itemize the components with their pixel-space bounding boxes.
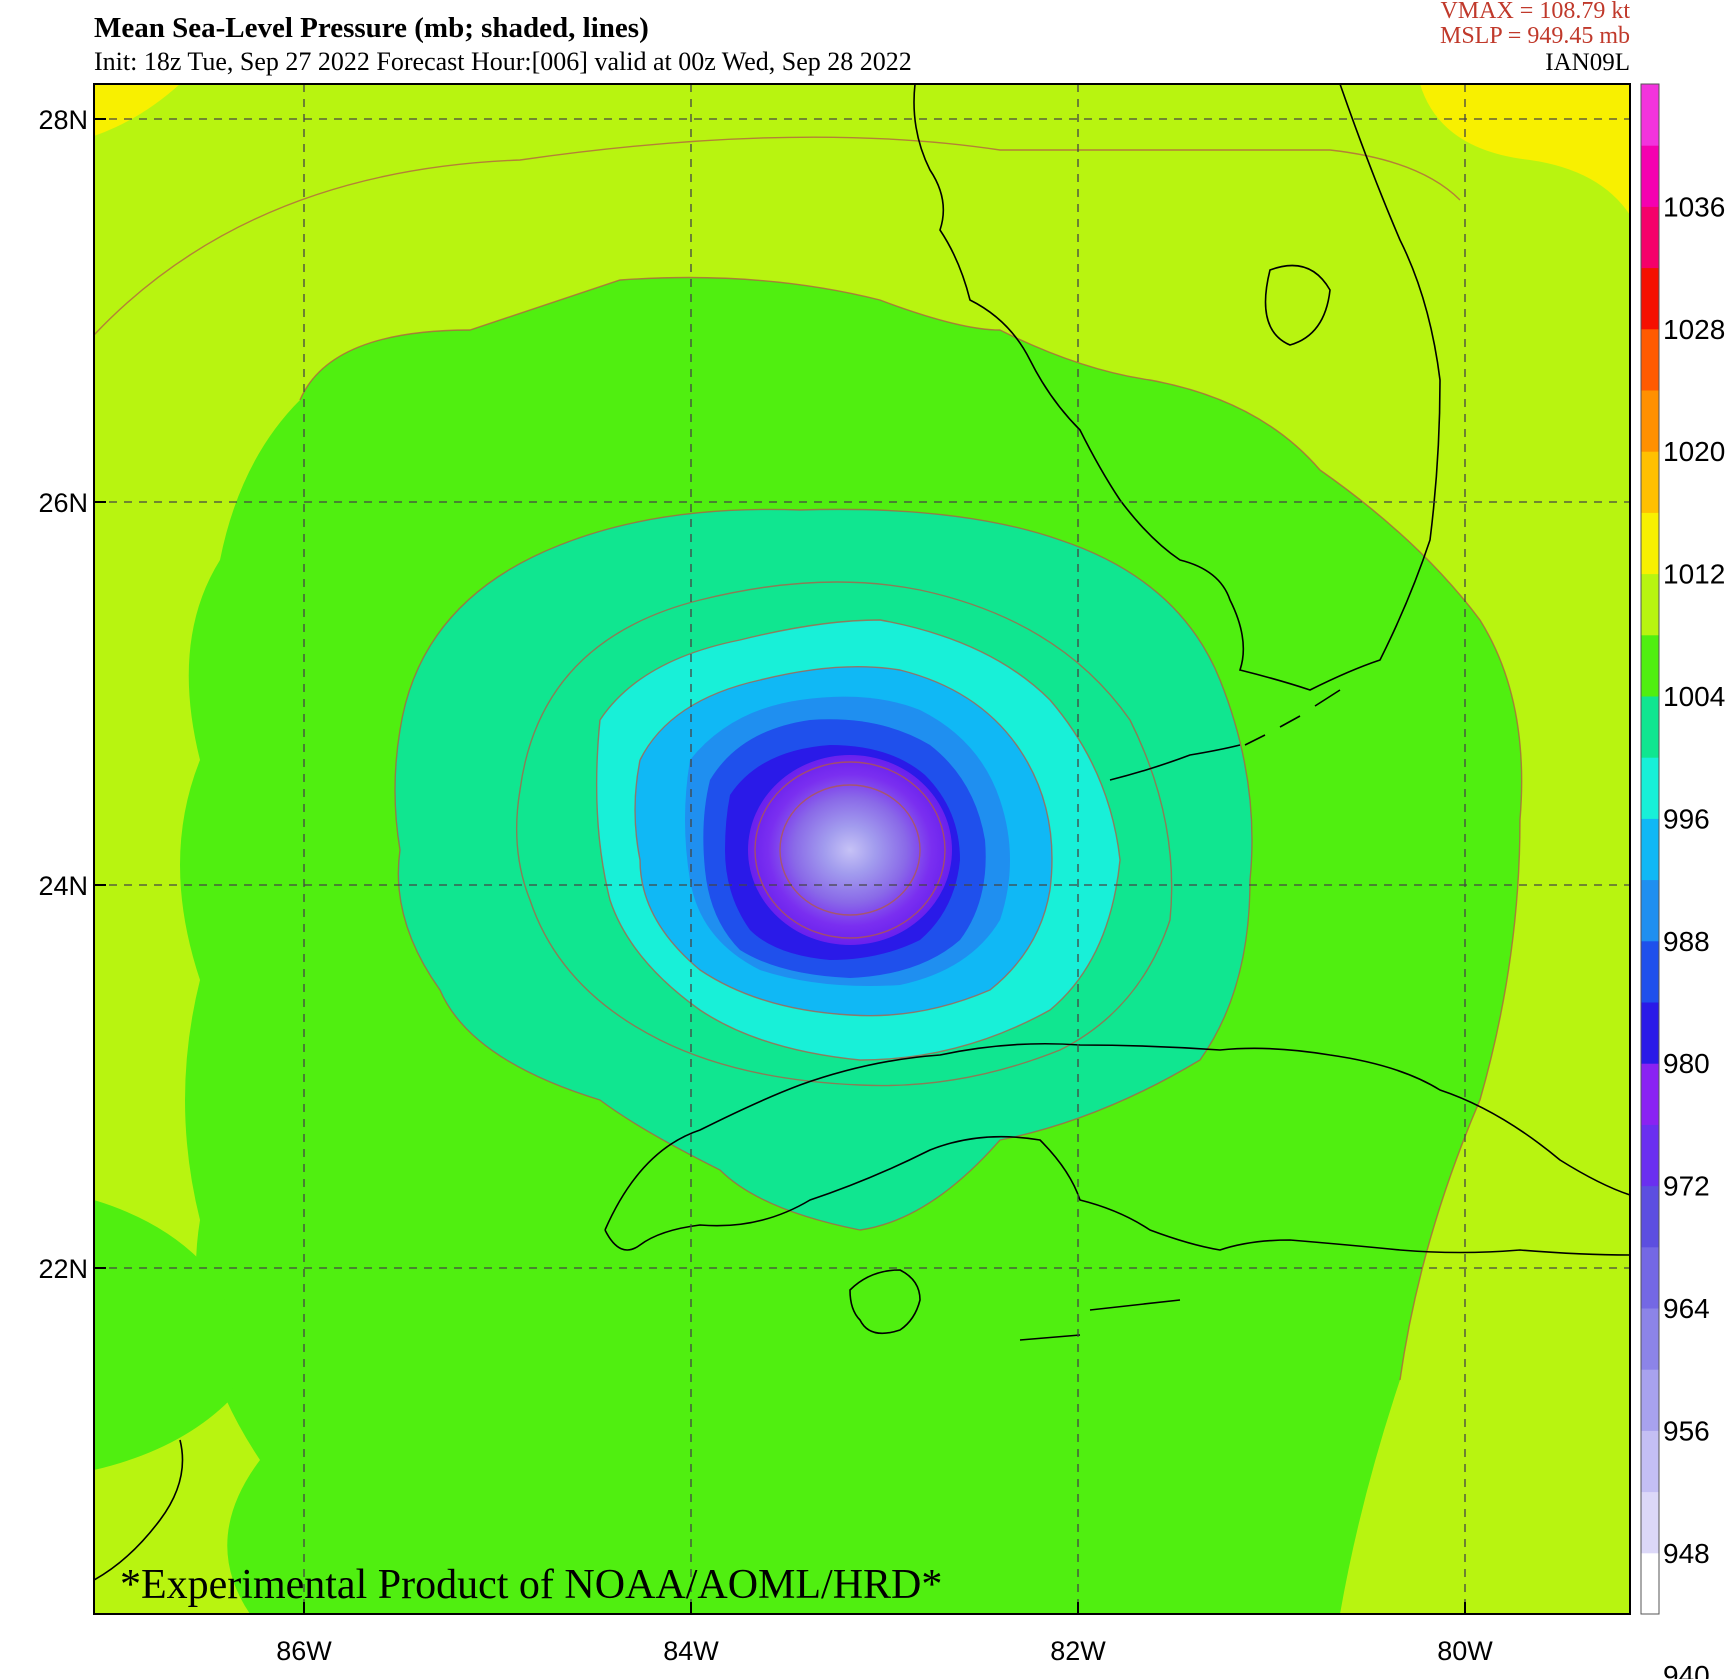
colorbar-swatch <box>1641 328 1659 391</box>
colorbar-swatch <box>1641 696 1659 758</box>
colorbar-swatch <box>1641 940 1659 1003</box>
lat-tick-label: 26N <box>38 488 88 518</box>
colorbar-swatch <box>1641 451 1659 513</box>
isobar-line <box>394 508 1253 1231</box>
storm-id: IAN09L <box>1545 49 1630 76</box>
colorbar-label: 996 <box>1663 803 1710 834</box>
florida-keys <box>1109 744 1241 781</box>
colorbar-swatch <box>1641 818 1659 881</box>
colorbar-label: 972 <box>1663 1171 1710 1202</box>
colorbar-swatch <box>1641 1430 1659 1493</box>
cuba-south-coast <box>604 1135 1630 1256</box>
colorbar-swatch <box>1641 1552 1659 1615</box>
colorbar-swatch <box>1641 267 1659 330</box>
colorbar-label: 940 <box>1663 1660 1710 1679</box>
latitude-labels: 28N 26N 24N 22N <box>38 105 106 1284</box>
colorbar-swatch <box>1641 84 1659 146</box>
colorbar-label: 1012 <box>1663 559 1725 590</box>
isobar-line <box>299 276 1523 1381</box>
colorbar-label: 1028 <box>1663 314 1725 345</box>
isobar-line <box>94 136 1461 336</box>
graticule <box>94 84 1630 1614</box>
lat-tick-label: 28N <box>38 105 88 135</box>
colorbar-label: 1004 <box>1663 681 1725 712</box>
colorbar-swatch <box>1641 145 1659 207</box>
colorbar-swatch <box>1641 757 1659 819</box>
colorbar-label: 988 <box>1663 926 1710 957</box>
florida-coast <box>913 84 1441 691</box>
plot-frame <box>93 83 1631 1615</box>
lat-tick-label: 22N <box>38 1254 88 1284</box>
lon-tick-label: 86W <box>276 1636 332 1666</box>
colorbar-label: 980 <box>1663 1048 1710 1079</box>
pressure-field <box>94 84 1630 1614</box>
colorbar-swatch <box>1641 1491 1659 1554</box>
colorbar-label: 1036 <box>1663 191 1725 222</box>
colorbar-swatch <box>1641 512 1659 575</box>
map-subtitle: Init: 18z Tue, Sep 27 2022 Forecast Hour… <box>94 47 912 76</box>
watermark: *Experimental Product of NOAA/AOML/HRD* <box>120 1562 942 1608</box>
colorbar-swatch <box>1641 573 1659 636</box>
map-title: Mean Sea-Level Pressure (mb; shaded, lin… <box>94 12 649 44</box>
pressure-colorbar: 1036 1028 1020 1012 1004 996 988 980 972 964 956 94… <box>1640 83 1725 1679</box>
isobar-line <box>754 761 946 939</box>
coastlines <box>94 84 1630 1581</box>
lon-tick-label: 84W <box>663 1636 719 1666</box>
mslp-readout: MSLP = 949.45 mb <box>1439 23 1630 49</box>
yucatan-coast <box>94 1439 184 1581</box>
hurricane-core <box>748 755 952 945</box>
colorbar-frame <box>1640 83 1660 1615</box>
longitude-labels: 86W 84W 82W 80W <box>276 1602 1493 1666</box>
colorbar-swatch <box>1641 1246 1659 1309</box>
cuba-north-coast <box>604 1042 1630 1231</box>
isobar-line <box>515 581 1173 1087</box>
colorbar-label: 948 <box>1663 1538 1710 1569</box>
colorbar-label: 1020 <box>1663 436 1725 467</box>
colorbar-swatch <box>1641 879 1659 942</box>
colorbar-swatch <box>1641 634 1659 697</box>
isobar-line <box>779 784 921 916</box>
field-1012-ne <box>1420 84 1630 215</box>
isobar-line <box>634 665 1053 1017</box>
colorbar-swatch <box>1641 1002 1659 1064</box>
colorbar-swatch <box>1641 1185 1659 1248</box>
colorbar-swatch <box>1641 1308 1659 1370</box>
isla-de-la-juventud <box>849 1269 921 1335</box>
lat-tick-label: 24N <box>38 871 88 901</box>
florida-keys-east <box>1244 689 1341 746</box>
vmax-readout: VMAX = 108.79 kt <box>1440 0 1630 24</box>
field-1012-nw <box>94 84 180 136</box>
colorbar-label: 956 <box>1663 1415 1710 1446</box>
colorbar-swatch <box>1641 1124 1659 1187</box>
isobar-lines <box>94 136 1523 1381</box>
lake-okeechobee <box>1264 264 1331 346</box>
cuba-south-cays <box>1019 1299 1181 1341</box>
lon-tick-label: 82W <box>1050 1636 1106 1666</box>
colorbar-label: 964 <box>1663 1293 1710 1324</box>
colorbar-swatch <box>1641 206 1659 269</box>
colorbar-swatch <box>1641 1063 1659 1125</box>
colorbar-swatch <box>1641 1369 1659 1431</box>
isobar-line <box>595 619 1121 1061</box>
lon-tick-label: 80W <box>1437 1636 1493 1666</box>
colorbar-swatch <box>1641 390 1659 452</box>
